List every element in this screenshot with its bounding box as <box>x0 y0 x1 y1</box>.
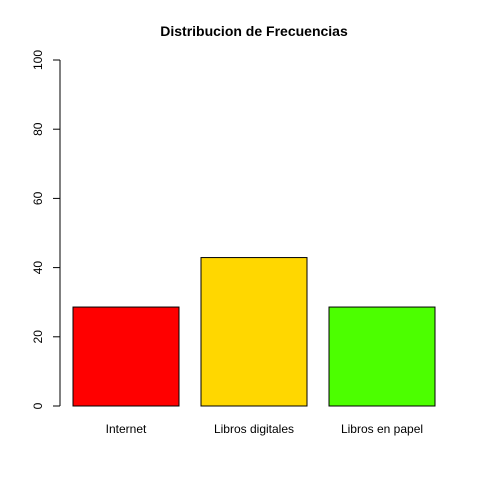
bar <box>72 306 180 407</box>
category-label: Libros digitales <box>214 422 294 436</box>
y-axis: 0 20 40 60 80 100 <box>31 50 61 409</box>
y-tick-label: 0 <box>31 402 45 409</box>
bar <box>200 257 308 407</box>
chart-title: Distribucion de Frecuencias <box>160 23 348 39</box>
category-label: Internet <box>106 422 147 436</box>
x-axis-labels: Internet Libros digitales Libros en papel <box>106 422 423 436</box>
bars <box>72 257 436 407</box>
y-tick-label: 20 <box>31 330 45 344</box>
category-label: Libros en papel <box>341 422 423 436</box>
y-tick-label: 100 <box>31 50 45 70</box>
y-tick-label: 60 <box>31 191 45 205</box>
y-tick-label: 80 <box>31 122 45 136</box>
bar <box>328 306 436 407</box>
y-tick-label: 40 <box>31 261 45 275</box>
